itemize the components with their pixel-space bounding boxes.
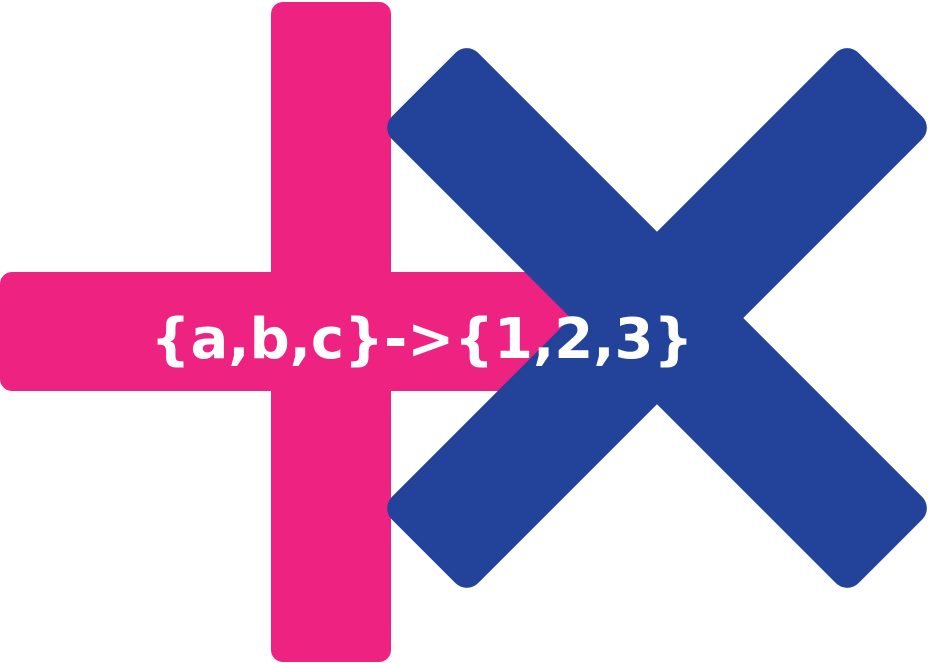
multiply-bar-b — [387, 48, 927, 588]
plus-horizontal-bar — [0, 272, 600, 391]
mapping-label: {a,b,c}->{1,2,3} — [151, 307, 694, 372]
multiply-icon — [387, 48, 927, 588]
plus-icon — [0, 2, 600, 662]
